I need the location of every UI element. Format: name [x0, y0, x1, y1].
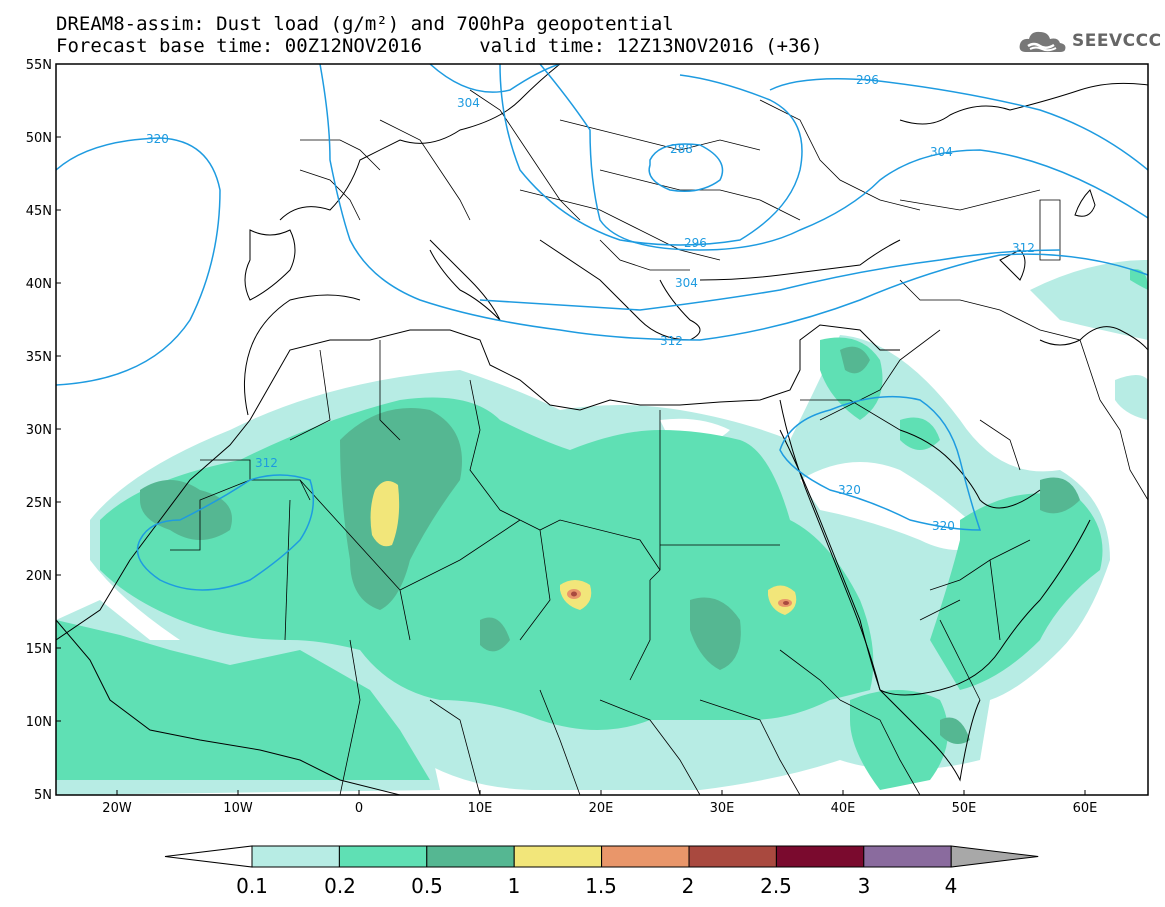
map-title: DREAM8-assim: Dust load (g/m²) and 700hP… [56, 13, 674, 35]
longitude-axis [116, 790, 1086, 795]
lat-label: 25N [26, 496, 52, 511]
lat-label: 50N [26, 131, 52, 146]
lon-label: 30E [710, 801, 735, 816]
colorbar-segment [426, 845, 515, 868]
longitude-labels: 20W 10W 0 10E 20E 30E 40E 50E 60E [102, 801, 1097, 816]
contour-labels: 304 296 320 288 304 296 312 304 312 312 … [146, 73, 1035, 533]
latitude-axis [56, 63, 61, 796]
coastlines [56, 64, 1148, 795]
colorbar-tick-label: 0.5 [411, 874, 443, 898]
forecast-time-line: Forecast base time: 00Z12NOV2016 valid t… [56, 35, 823, 57]
colorbar-segment [338, 845, 428, 868]
latitude-labels: 55N 50N 45N 40N 35N 30N 25N 20N 15N 10N … [26, 58, 52, 803]
dust-layer-0-5 [140, 346, 1080, 744]
dust-layer-0-2 [56, 269, 1148, 790]
contour-label: 304 [675, 276, 698, 290]
colorbar-tick-label: 1.5 [585, 874, 617, 898]
dust-layer-2 [571, 591, 789, 605]
colorbar-segment [863, 845, 952, 868]
colorbar-labels: 0.1 0.2 0.5 1 1.5 2 2.5 3 4 [236, 874, 957, 898]
geopotential-contours [56, 64, 1148, 591]
contour-label: 320 [146, 132, 169, 146]
lon-label: 20E [589, 801, 614, 816]
lat-label: 55N [26, 58, 52, 73]
lon-label: 60E [1073, 801, 1098, 816]
contour-label: 288 [670, 142, 693, 156]
contour-label: 304 [930, 145, 953, 159]
contour-label: 312 [1012, 241, 1035, 255]
colorbar-segment [688, 845, 777, 868]
contour-label: 296 [684, 236, 707, 250]
contour-label: 320 [932, 519, 955, 533]
lat-label: 40N [26, 277, 52, 292]
brand-name: SEEVCCC [1072, 31, 1162, 51]
lat-label: 5N [34, 788, 52, 803]
country-borders [170, 89, 1148, 795]
lon-label: 20W [102, 801, 132, 816]
lon-label: 40E [831, 801, 856, 816]
colorbar-segment [601, 845, 690, 868]
contour-label: 296 [856, 73, 879, 87]
contour-label: 312 [255, 456, 278, 470]
colorbar-tick-label: 4 [945, 874, 958, 898]
lat-label: 10N [26, 715, 52, 730]
lat-label: 35N [26, 350, 52, 365]
lat-label: 20N [26, 569, 52, 584]
lon-label: 50E [952, 801, 977, 816]
colorbar-tick-label: 3 [858, 874, 871, 898]
contour-label: 304 [457, 96, 480, 110]
contour-label: 312 [660, 334, 683, 348]
lat-label: 15N [26, 642, 52, 657]
map-area: 304 296 320 288 304 296 312 304 312 312 … [56, 64, 1148, 795]
colorbar-segment [950, 845, 1039, 868]
cloud-icon [1019, 31, 1066, 52]
colorbar-tick-label: 1 [508, 874, 521, 898]
colorbar-tick-label: 0.1 [236, 874, 268, 898]
lon-label: 10W [223, 801, 253, 816]
lon-label: 0 [355, 801, 363, 816]
lat-label: 30N [26, 423, 52, 438]
contour-label: 320 [838, 483, 861, 497]
colorbar-segment [775, 845, 865, 868]
colorbar [164, 845, 1039, 868]
colorbar-segment [513, 845, 603, 868]
brand-logo: SEEVCCC [1018, 28, 1162, 54]
colorbar-tick-label: 2.5 [760, 874, 792, 898]
colorbar-segment [251, 845, 340, 868]
lat-label: 45N [26, 204, 52, 219]
colorbar-segment [164, 845, 253, 868]
lon-label: 10E [468, 801, 493, 816]
colorbar-tick-label: 2 [682, 874, 695, 898]
colorbar-tick-label: 0.2 [324, 874, 356, 898]
